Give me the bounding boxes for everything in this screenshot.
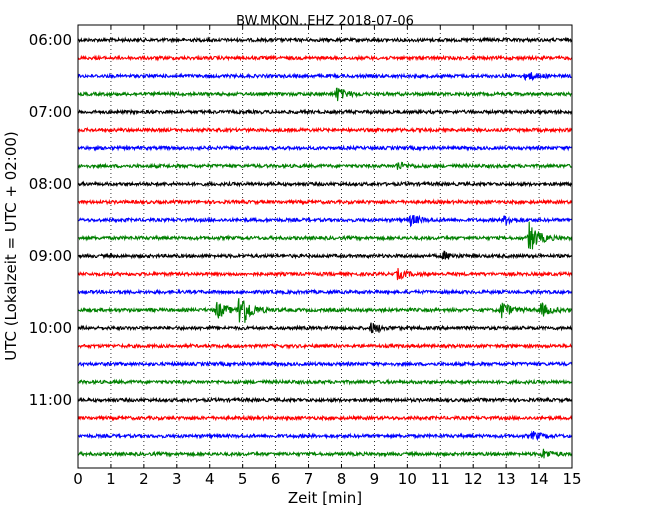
y-axis-ticks: 06:00 07:00 08:00 09:00 10:00 11:00 — [29, 31, 572, 409]
y-axis-label: UTC (Lokalzeit = UTC + 02:00) — [2, 131, 20, 361]
y-tick-label: 10:00 — [29, 319, 72, 337]
trace-0615 — [77, 54, 573, 62]
trace-0700 — [77, 108, 573, 116]
trace-0745 — [77, 161, 573, 170]
y-tick-label: 06:00 — [29, 31, 72, 49]
trace-0630 — [77, 72, 573, 82]
trace-0945 — [77, 298, 573, 323]
trace-0845 — [77, 221, 573, 250]
trace-0915 — [77, 268, 573, 281]
trace-0930 — [77, 288, 573, 296]
trace-0800 — [77, 180, 573, 188]
x-tick-label: 6 — [271, 470, 281, 488]
x-tick-label: 1 — [106, 470, 116, 488]
x-tick-label: 5 — [238, 470, 248, 488]
x-tick-label: 2 — [139, 470, 149, 488]
x-axis-ticks: 0 1 2 3 4 5 6 7 8 9 10 11 12 13 14 15 — [73, 25, 582, 488]
x-tick-label: 11 — [431, 470, 450, 488]
trace-0715 — [77, 126, 573, 134]
trace-0645 — [77, 87, 573, 102]
y-tick-label: 09:00 — [29, 247, 72, 265]
trace-1015 — [77, 342, 573, 350]
chart-title: BW.MKON..EHZ 2018-07-06 — [236, 14, 414, 29]
x-tick-label: 15 — [562, 470, 581, 488]
x-tick-label: 3 — [172, 470, 182, 488]
trace-0830 — [77, 214, 573, 228]
trace-1100 — [77, 396, 573, 404]
x-tick-label: 7 — [304, 470, 314, 488]
trace-1115 — [77, 414, 573, 422]
x-tick-label: 8 — [337, 470, 347, 488]
y-tick-label: 11:00 — [29, 391, 72, 409]
trace-1045 — [77, 378, 573, 386]
x-tick-label: 9 — [370, 470, 380, 488]
x-tick-label: 13 — [497, 470, 516, 488]
trace-0900 — [77, 250, 573, 261]
x-tick-label: 4 — [205, 470, 215, 488]
trace-0600 — [77, 36, 573, 44]
trace-1030 — [77, 360, 573, 368]
x-tick-label: 10 — [398, 470, 417, 488]
trace-0815 — [77, 198, 573, 206]
x-tick-label: 12 — [464, 470, 483, 488]
trace-0730 — [77, 144, 573, 152]
plot-frame — [77, 24, 573, 469]
y-tick-label: 07:00 — [29, 103, 72, 121]
y-tick-label: 08:00 — [29, 175, 72, 193]
vertical-gridlines — [110, 25, 540, 468]
x-axis-label: Zeit [min] — [288, 489, 362, 507]
trace-1130 — [77, 430, 573, 442]
x-tick-label: 14 — [530, 470, 549, 488]
x-tick-label: 0 — [73, 470, 83, 488]
trace-1000 — [77, 322, 573, 334]
trace-1145 — [77, 448, 573, 459]
seismogram-traces — [77, 36, 573, 459]
